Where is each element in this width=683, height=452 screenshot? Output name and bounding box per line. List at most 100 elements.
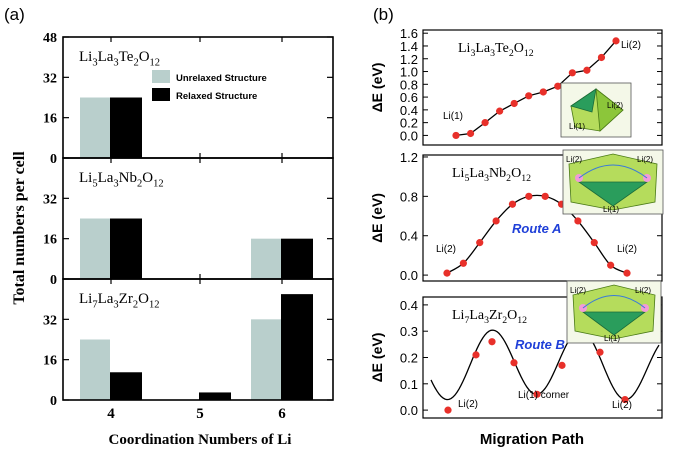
x-tick-label: 5 — [196, 406, 204, 422]
energy-curve — [430, 329, 660, 401]
y-axis-label: ΔE (eV) — [369, 63, 385, 113]
data-point — [510, 359, 518, 367]
y-tick-label: 0.4 — [400, 103, 418, 118]
data-point — [590, 239, 598, 247]
y-tick-label: 1.4 — [400, 39, 418, 54]
energy-profiles: 0.00.20.40.60.81.01.21.41.6ΔE (eV)Li3La3… — [369, 26, 664, 419]
y-tick-label: 0.4 — [400, 298, 418, 313]
bar-relaxed — [199, 392, 231, 400]
data-point — [568, 69, 576, 77]
y-axis-label: ΔE (eV) — [369, 333, 385, 383]
legend-label-relaxed: Relaxed Structure — [176, 91, 257, 102]
bar-unrelaxed — [80, 218, 110, 279]
route-arrow — [582, 295, 646, 309]
y-tick-label: 0 — [50, 394, 57, 409]
legend: Unrelaxed Structure Relaxed Structure — [152, 70, 267, 102]
y-tick-label: 32 — [43, 313, 57, 328]
data-point — [481, 119, 489, 127]
y-tick-label: 0.4 — [400, 229, 418, 244]
right-x-axis-label: Migration Path — [480, 431, 584, 448]
structure-inset: Li(2) Li(2) Li(1) — [562, 149, 664, 215]
data-point — [496, 107, 504, 115]
polyhedron-face-dark — [581, 311, 647, 336]
polyhedron-face-dark — [577, 181, 649, 207]
data-point — [554, 82, 562, 90]
inset-label: Li(2) — [570, 286, 586, 295]
inset-label: Li(2) — [635, 286, 651, 295]
legend-swatch-relaxed — [152, 88, 170, 101]
left-y-axis-label: Total numbers per cell — [11, 151, 28, 305]
y-tick-label: 0.0 — [400, 403, 418, 418]
y-tick-label: 1.0 — [400, 65, 418, 80]
x-tick-label: 4 — [107, 406, 115, 422]
y-axis-label: ΔE (eV) — [369, 193, 385, 243]
data-point — [533, 390, 541, 398]
energy-panel-1: 0.00.20.40.60.81.01.21.41.6 ΔE (eV) Li3La3… — [369, 26, 663, 146]
bar-relaxed — [110, 97, 142, 158]
data-point — [472, 351, 480, 359]
x-tick-label: 6 — [278, 406, 286, 422]
y-tick-label: 0.0 — [400, 128, 418, 143]
y-tick-label: 0.2 — [400, 351, 418, 366]
data-point — [574, 217, 582, 225]
y-tick-label: 0 — [50, 273, 57, 288]
bar-relaxed — [110, 372, 142, 400]
bar-relaxed — [110, 218, 142, 279]
data-point — [443, 269, 451, 277]
y-tick-label: 0.3 — [400, 324, 418, 339]
site-label: Li(2) — [617, 244, 637, 255]
bar-panel-1: 0 16 32 48 Li3La3Te2O12 — [43, 31, 334, 167]
legend-label-unrelaxed: Unrelaxed Structure — [176, 73, 267, 84]
compound-title: Li7La3Zr2O12 — [79, 291, 159, 311]
site-label: Li(2) — [621, 40, 641, 51]
y-tick-label: 32 — [43, 192, 57, 207]
y-tick-label: 0.0 — [400, 268, 418, 283]
inset-label: Li(1) — [569, 122, 585, 131]
route-label: Route B — [515, 337, 565, 352]
y-tick-label: 0.6 — [400, 90, 418, 105]
site-label: Li(2) — [612, 400, 632, 411]
y-tick-label: 0 — [50, 152, 57, 167]
y-tick-label: 16 — [43, 233, 57, 248]
inset-label: Li(2) — [607, 101, 623, 110]
inset-label: Li(1) — [603, 205, 619, 214]
site-label: Li(2) — [436, 244, 456, 255]
bar-unrelaxed — [251, 238, 281, 279]
bar-charts: 0 16 32 48 Li3La3Te2O12 0 16 32 Li5La3Nb2O12 0 16 3… — [43, 31, 334, 422]
data-point — [621, 395, 629, 404]
bar-relaxed — [281, 238, 313, 279]
data-point — [583, 66, 591, 74]
site-label: Li(2) — [458, 399, 478, 410]
legend-swatch-unrelaxed — [152, 70, 170, 83]
compound-title: Li3La3Te2O12 — [458, 41, 534, 59]
route-label: Route A — [512, 221, 561, 236]
data-point — [596, 348, 604, 356]
data-point — [525, 92, 533, 100]
data-point — [492, 217, 500, 225]
bar-unrelaxed — [251, 319, 281, 400]
site-label: Li(1) — [443, 111, 463, 122]
inset-label: Li(1) — [604, 334, 620, 343]
data-point — [488, 338, 496, 346]
y-tick-label: 32 — [43, 71, 57, 86]
bar-unrelaxed — [80, 97, 110, 158]
site-label: Li(1) corner — [518, 390, 570, 401]
compound-title: Li5La3Nb2O12 — [452, 166, 531, 184]
compound-title: Li3La3Te2O12 — [79, 49, 160, 69]
data-point — [510, 99, 518, 108]
route-arrow — [578, 164, 648, 179]
data-point — [525, 192, 533, 200]
bar-panel-3: 0 16 32 Li7La3Zr2O12 — [43, 278, 334, 409]
data-point — [539, 88, 547, 96]
y-tick-label: 16 — [43, 112, 57, 127]
data-point — [623, 269, 631, 277]
y-tick-label: 16 — [43, 354, 57, 369]
polyhedron-face-dark — [570, 88, 597, 113]
data-point — [466, 129, 475, 138]
bar-relaxed — [281, 294, 313, 400]
data-point — [541, 192, 549, 200]
panel-label-b: (b) — [373, 5, 394, 24]
bar-unrelaxed — [80, 339, 110, 400]
compound-title: Li5La3Nb2O12 — [79, 170, 164, 190]
